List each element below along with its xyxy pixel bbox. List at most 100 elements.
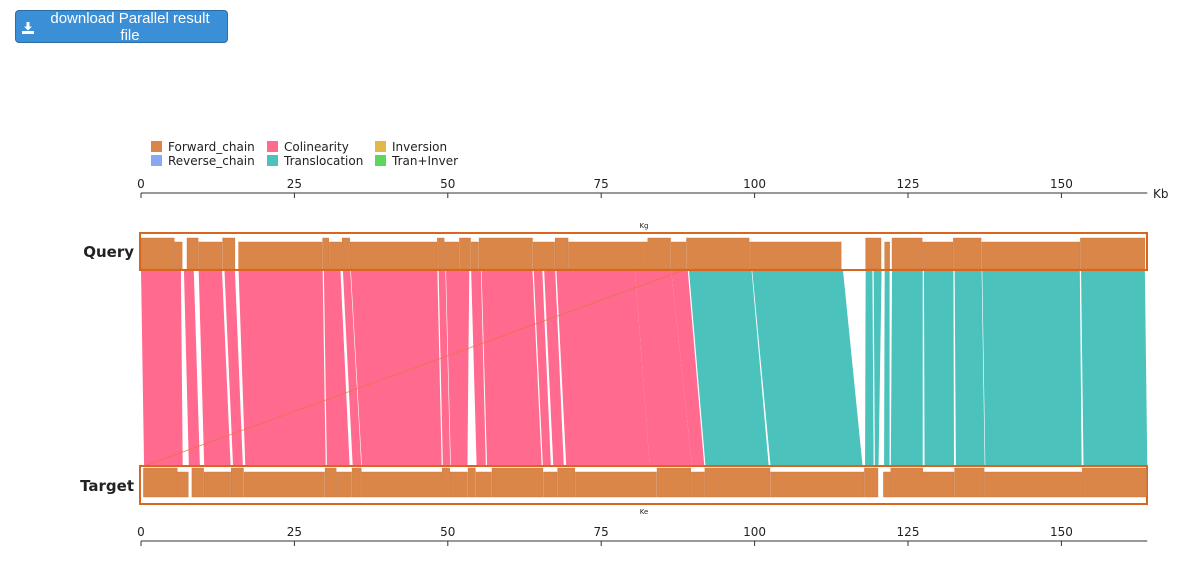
- query-block: [686, 237, 750, 270]
- axis-tick-label: 125: [897, 177, 920, 191]
- query-track: Query Kg: [83, 222, 1148, 271]
- legend-swatch: [375, 155, 386, 166]
- axis-tick-label: 50: [440, 177, 455, 191]
- link-translocation: [982, 270, 1082, 466]
- query-block: [891, 237, 923, 270]
- target-block: [557, 467, 576, 498]
- link-colinearity: [445, 270, 470, 466]
- link-colinearity: [342, 270, 362, 466]
- legend-label: Tran+Inver: [391, 154, 458, 168]
- query-block: [174, 241, 183, 270]
- target-block: [491, 467, 544, 498]
- axis-tick-label: 100: [743, 525, 766, 539]
- target-block: [475, 471, 492, 498]
- links: [141, 269, 1148, 467]
- link-translocation: [873, 270, 882, 466]
- query-block: [554, 237, 569, 270]
- link-translocation: [890, 270, 923, 466]
- legend-swatch: [267, 141, 278, 152]
- link-translocation: [865, 270, 874, 466]
- legend-swatch: [151, 141, 162, 152]
- legend-label: Translocation: [283, 154, 363, 168]
- target-track: Target Ke: [80, 465, 1148, 516]
- axis-tick-label: 150: [1050, 525, 1073, 539]
- legend-swatch: [375, 141, 386, 152]
- target-block: [770, 471, 865, 498]
- link-colinearity: [198, 270, 231, 466]
- query-block: [884, 241, 890, 270]
- legend: Forward_chain Colinearity Inversion Reverse…: [151, 140, 458, 168]
- query-block: [437, 237, 445, 270]
- legend-entry: Reverse_chain: [151, 154, 255, 168]
- query-block: [478, 237, 533, 270]
- target-block: [361, 471, 442, 498]
- target-block: [336, 471, 352, 498]
- target-block: [890, 467, 923, 498]
- link-colinearity: [634, 270, 693, 466]
- query-name: Kg: [639, 222, 648, 230]
- target-block: [177, 471, 189, 498]
- legend-entry: Colinearity: [267, 140, 349, 154]
- target-block: [883, 471, 891, 498]
- top-axis: 0 25 50 75 100 125 150 Kb: [137, 177, 1168, 201]
- axis-tick-label: 75: [594, 525, 609, 539]
- target-block: [230, 467, 244, 498]
- legend-swatch: [151, 155, 162, 166]
- query-block: [953, 237, 982, 270]
- query-block: [350, 241, 437, 270]
- axis-unit-label: Kb: [1153, 187, 1169, 201]
- target-block: [450, 471, 468, 498]
- target-block: [984, 471, 1082, 498]
- legend-entry: Translocation: [267, 154, 363, 168]
- axis-tick-label: 75: [594, 177, 609, 191]
- link-colinearity: [438, 270, 451, 466]
- link-colinearity: [183, 270, 200, 466]
- legend-label: Reverse_chain: [168, 154, 255, 168]
- query-block: [647, 237, 671, 270]
- bottom-axis: 0 25 50 75 100 125 150: [137, 525, 1148, 546]
- target-block: [1082, 467, 1147, 498]
- link-colinearity: [238, 270, 326, 466]
- query-border: [139, 232, 1148, 271]
- axis-tick-label: 100: [743, 177, 766, 191]
- target-block: [467, 467, 476, 498]
- link-translocation: [688, 270, 769, 466]
- query-block: [670, 241, 687, 270]
- query-block: [444, 241, 460, 270]
- link-colinearity: [471, 270, 486, 466]
- target-block: [954, 467, 985, 498]
- query-block: [749, 241, 842, 270]
- target-border: [139, 465, 1148, 505]
- target-block: [351, 467, 362, 498]
- link-translocation: [954, 270, 985, 466]
- query-block: [1080, 237, 1146, 270]
- axis-tick-label: 0: [137, 177, 145, 191]
- download-parallel-result-button[interactable]: download Parallel result file: [15, 10, 228, 44]
- axis-tick-label: 50: [440, 525, 455, 539]
- target-block: [691, 471, 705, 498]
- target-block: [442, 467, 450, 498]
- axis-tick-label: 25: [287, 177, 302, 191]
- query-block: [238, 241, 323, 270]
- query-block: [865, 237, 882, 270]
- legend-swatch: [267, 155, 278, 166]
- legend-entry: Forward_chain: [151, 140, 255, 154]
- target-block: [656, 467, 691, 498]
- query-block: [532, 241, 555, 270]
- query-block: [222, 237, 236, 270]
- link-colinearity: [533, 270, 551, 466]
- query-block: [322, 237, 329, 270]
- link-colinearity: [350, 270, 442, 466]
- target-block: [143, 467, 178, 498]
- download-icon: [22, 21, 34, 34]
- query-block: [186, 237, 199, 270]
- target-label: Target: [80, 477, 134, 495]
- link-diagonal: [143, 269, 685, 467]
- link-colinearity: [224, 270, 243, 466]
- axis-tick-label: 25: [287, 525, 302, 539]
- axis-tick-label: 125: [897, 525, 920, 539]
- link-translocation: [1081, 270, 1148, 466]
- query-block: [568, 241, 648, 270]
- target-block: [543, 471, 558, 498]
